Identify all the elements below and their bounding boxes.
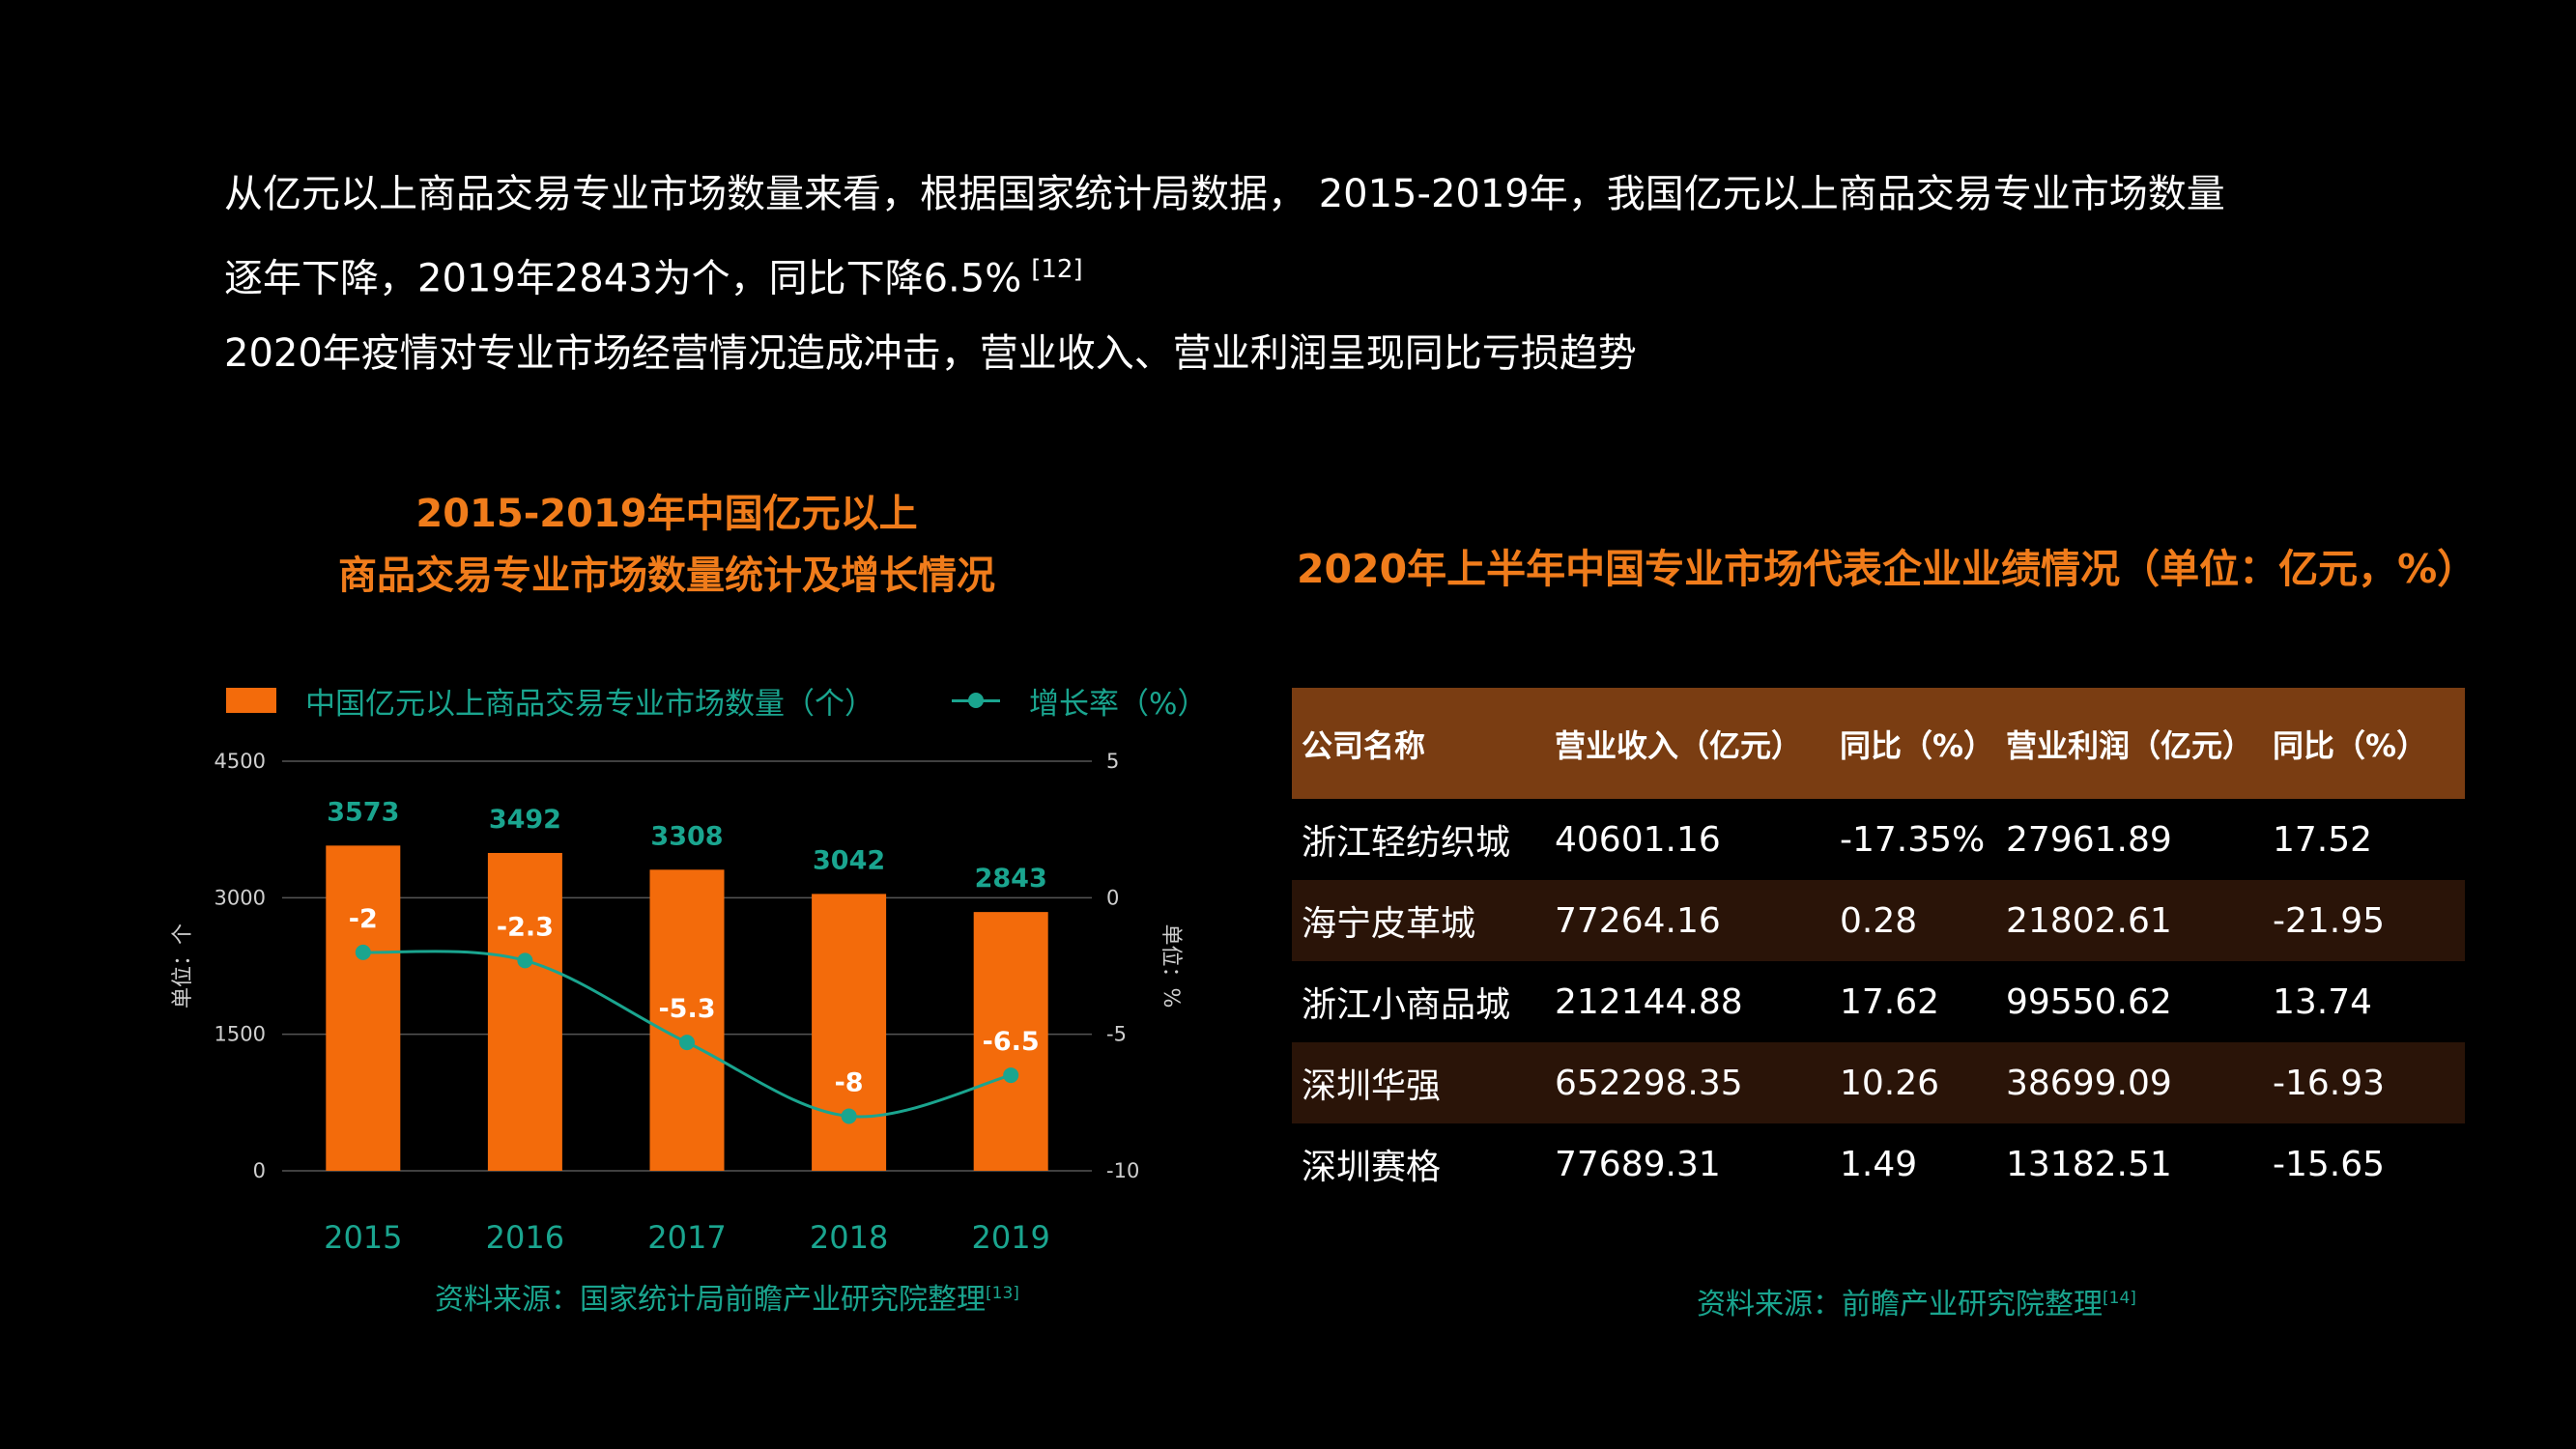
y-left-tick-label: 0 xyxy=(253,1159,266,1182)
table-source-ref: [14] xyxy=(2103,1289,2136,1308)
cell-revenue-yoy: 10.26 xyxy=(1830,1042,1996,1123)
bar-value-label: 2843 xyxy=(975,864,1047,894)
chart-source: 资料来源：国家统计局前瞻产业研究院整理[13] xyxy=(435,1275,1019,1318)
cell-revenue: 77689.31 xyxy=(1555,1144,1721,1184)
growth-rate-label: -2.3 xyxy=(497,912,554,942)
header-profit: 营业利润（亿元） xyxy=(1996,688,2263,799)
bar xyxy=(326,845,401,1171)
table-source: 资料来源：前瞻产业研究院整理[14] xyxy=(1697,1280,2136,1322)
growth-rate-point xyxy=(1003,1067,1019,1084)
chart-source-text: 资料来源：国家统计局前瞻产业研究院整理 xyxy=(435,1283,986,1317)
header-company: 公司名称 xyxy=(1292,688,1545,799)
legend-bar-swatch xyxy=(226,688,276,713)
cell-profit: 27961.89 xyxy=(2006,819,2172,860)
cell-revenue-yoy: 0.28 xyxy=(1830,880,1996,961)
cell-revenue: 40601.16 xyxy=(1555,819,1721,860)
y-right-axis-label: 单位：% xyxy=(1159,924,1183,1009)
bar-value-label: 3492 xyxy=(489,805,561,835)
growth-rate-label: -5.3 xyxy=(658,994,715,1024)
y-left-axis-label: 单位：个 xyxy=(171,923,195,1009)
cell-revenue: 652298.35 xyxy=(1545,1042,1830,1123)
intro-line-3: 2020年疫情对专业市场经营情况造成冲击，营业收入、营业利润呈现同比亏损趋势 xyxy=(224,331,1637,377)
bar xyxy=(973,912,1048,1171)
cell-revenue-yoy: 1.49 xyxy=(1840,1144,1918,1184)
bar-value-label: 3042 xyxy=(813,845,885,875)
y-left-tick-label: 4500 xyxy=(215,750,266,773)
cell-profit: 99550.62 xyxy=(2006,981,2172,1022)
cell-revenue: 77264.16 xyxy=(1545,880,1830,961)
table-header-row: 公司名称 营业收入（亿元） 同比（%） 营业利润（亿元） 同比（%） xyxy=(1292,688,2465,799)
performance-table: 公司名称 营业收入（亿元） 同比（%） 营业利润（亿元） 同比（%） 浙江轻纺织… xyxy=(1292,688,2465,1205)
cell-company: 浙江小商品城 xyxy=(1302,985,1511,1025)
chart-title: 2015-2019年中国亿元以上 商品交易专业市场数量统计及增长情况 xyxy=(116,483,1217,607)
legend-line-swatch xyxy=(952,688,1000,713)
growth-rate-label: -8 xyxy=(835,1067,864,1097)
cell-revenue-yoy: -17.35% xyxy=(1840,819,1986,860)
legend-bar-label: 中国亿元以上商品交易专业市场数量（个） xyxy=(305,686,874,722)
combo-chart: 0 1500 3000 4500 -10 -5 0 5 单位：个 单位：% 3573 3492 3308… xyxy=(171,750,1183,1256)
growth-rate-point xyxy=(841,1108,857,1124)
chart-legend: 中国亿元以上商品交易专业市场数量（个） 增长率（%） xyxy=(226,676,1207,724)
bar-value-label: 3573 xyxy=(327,797,399,827)
intro-line-2: 逐年下降，2019年2843为个，同比下降6.5% [12] xyxy=(224,232,2225,316)
legend-line-label: 增长率（%） xyxy=(1029,686,1208,722)
bar xyxy=(812,894,887,1171)
cell-company: 海宁皮革城 xyxy=(1292,880,1545,961)
growth-rate-point xyxy=(355,944,371,960)
growth-rate-label: -6.5 xyxy=(983,1027,1040,1057)
cell-profit: 38699.09 xyxy=(1996,1042,2263,1123)
x-tick-label: 2015 xyxy=(324,1219,402,1256)
cell-revenue-yoy: 17.62 xyxy=(1840,981,1940,1022)
header-profit-yoy: 同比（%） xyxy=(2263,688,2465,799)
x-tick-label: 2017 xyxy=(647,1219,726,1256)
cell-company: 浙江轻纺织城 xyxy=(1302,823,1511,863)
cell-profit-yoy: 17.52 xyxy=(2273,819,2373,860)
cell-profit: 13182.51 xyxy=(2006,1144,2172,1184)
cell-company: 深圳赛格 xyxy=(1302,1148,1442,1187)
cell-profit-yoy: -15.65 xyxy=(2273,1144,2386,1184)
chart-source-ref: [13] xyxy=(986,1284,1019,1303)
header-revenue-yoy: 同比（%） xyxy=(1830,688,1996,799)
x-tick-label: 2019 xyxy=(971,1219,1049,1256)
intro-line-2-text: 逐年下降，2019年2843为个，同比下降6.5% xyxy=(224,256,1022,301)
cell-profit: 21802.61 xyxy=(1996,880,2263,961)
growth-rate-label: -2 xyxy=(349,904,378,934)
growth-rate-point xyxy=(679,1035,695,1051)
table-row: 深圳赛格 77689.31 1.49 13182.51 -15.65 xyxy=(1292,1123,2465,1205)
bar-value-label: 3308 xyxy=(650,821,723,851)
bar xyxy=(487,852,562,1171)
intro-text: 从亿元以上商品交易专业市场数量来看，根据国家统计局数据， 2015-2019年，… xyxy=(224,156,2225,391)
table-row: 浙江小商品城 212144.88 17.62 99550.62 13.74 xyxy=(1292,961,2465,1042)
y-left-tick-label: 1500 xyxy=(215,1023,266,1046)
bar xyxy=(649,869,725,1171)
cell-revenue: 212144.88 xyxy=(1555,981,1743,1022)
chart-title-line-1: 2015-2019年中国亿元以上 xyxy=(415,492,918,536)
y-right-tick-label: -5 xyxy=(1106,1023,1127,1046)
cell-profit-yoy: -16.93 xyxy=(2263,1042,2465,1123)
table-row: 海宁皮革城 77264.16 0.28 21802.61 -21.95 xyxy=(1292,880,2465,961)
table-title: 2020年上半年中国专业市场代表企业业绩情况（单位：亿元，%） xyxy=(1297,546,2477,592)
growth-rate-point xyxy=(517,952,533,969)
header-revenue: 营业收入（亿元） xyxy=(1545,688,1830,799)
intro-line-1: 从亿元以上商品交易专业市场数量来看，根据国家统计局数据， 2015-2019年，… xyxy=(224,172,2225,216)
chart-title-line-2: 商品交易专业市场数量统计及增长情况 xyxy=(338,554,995,598)
y-left-tick-label: 3000 xyxy=(215,886,266,909)
y-right-tick-label: -10 xyxy=(1106,1159,1139,1182)
y-right-tick-label: 5 xyxy=(1106,750,1119,773)
cell-company: 深圳华强 xyxy=(1292,1042,1545,1123)
y-right-tick-label: 0 xyxy=(1106,886,1119,909)
table-source-text: 资料来源：前瞻产业研究院整理 xyxy=(1697,1288,2103,1321)
cell-profit-yoy: 13.74 xyxy=(2273,981,2373,1022)
table-row: 深圳华强 652298.35 10.26 38699.09 -16.93 xyxy=(1292,1042,2465,1123)
x-tick-label: 2016 xyxy=(486,1219,564,1256)
cell-profit-yoy: -21.95 xyxy=(2263,880,2465,961)
x-tick-label: 2018 xyxy=(810,1219,888,1256)
intro-ref: [12] xyxy=(1031,255,1083,284)
table-row: 浙江轻纺织城 40601.16 -17.35% 27961.89 17.52 xyxy=(1292,799,2465,880)
